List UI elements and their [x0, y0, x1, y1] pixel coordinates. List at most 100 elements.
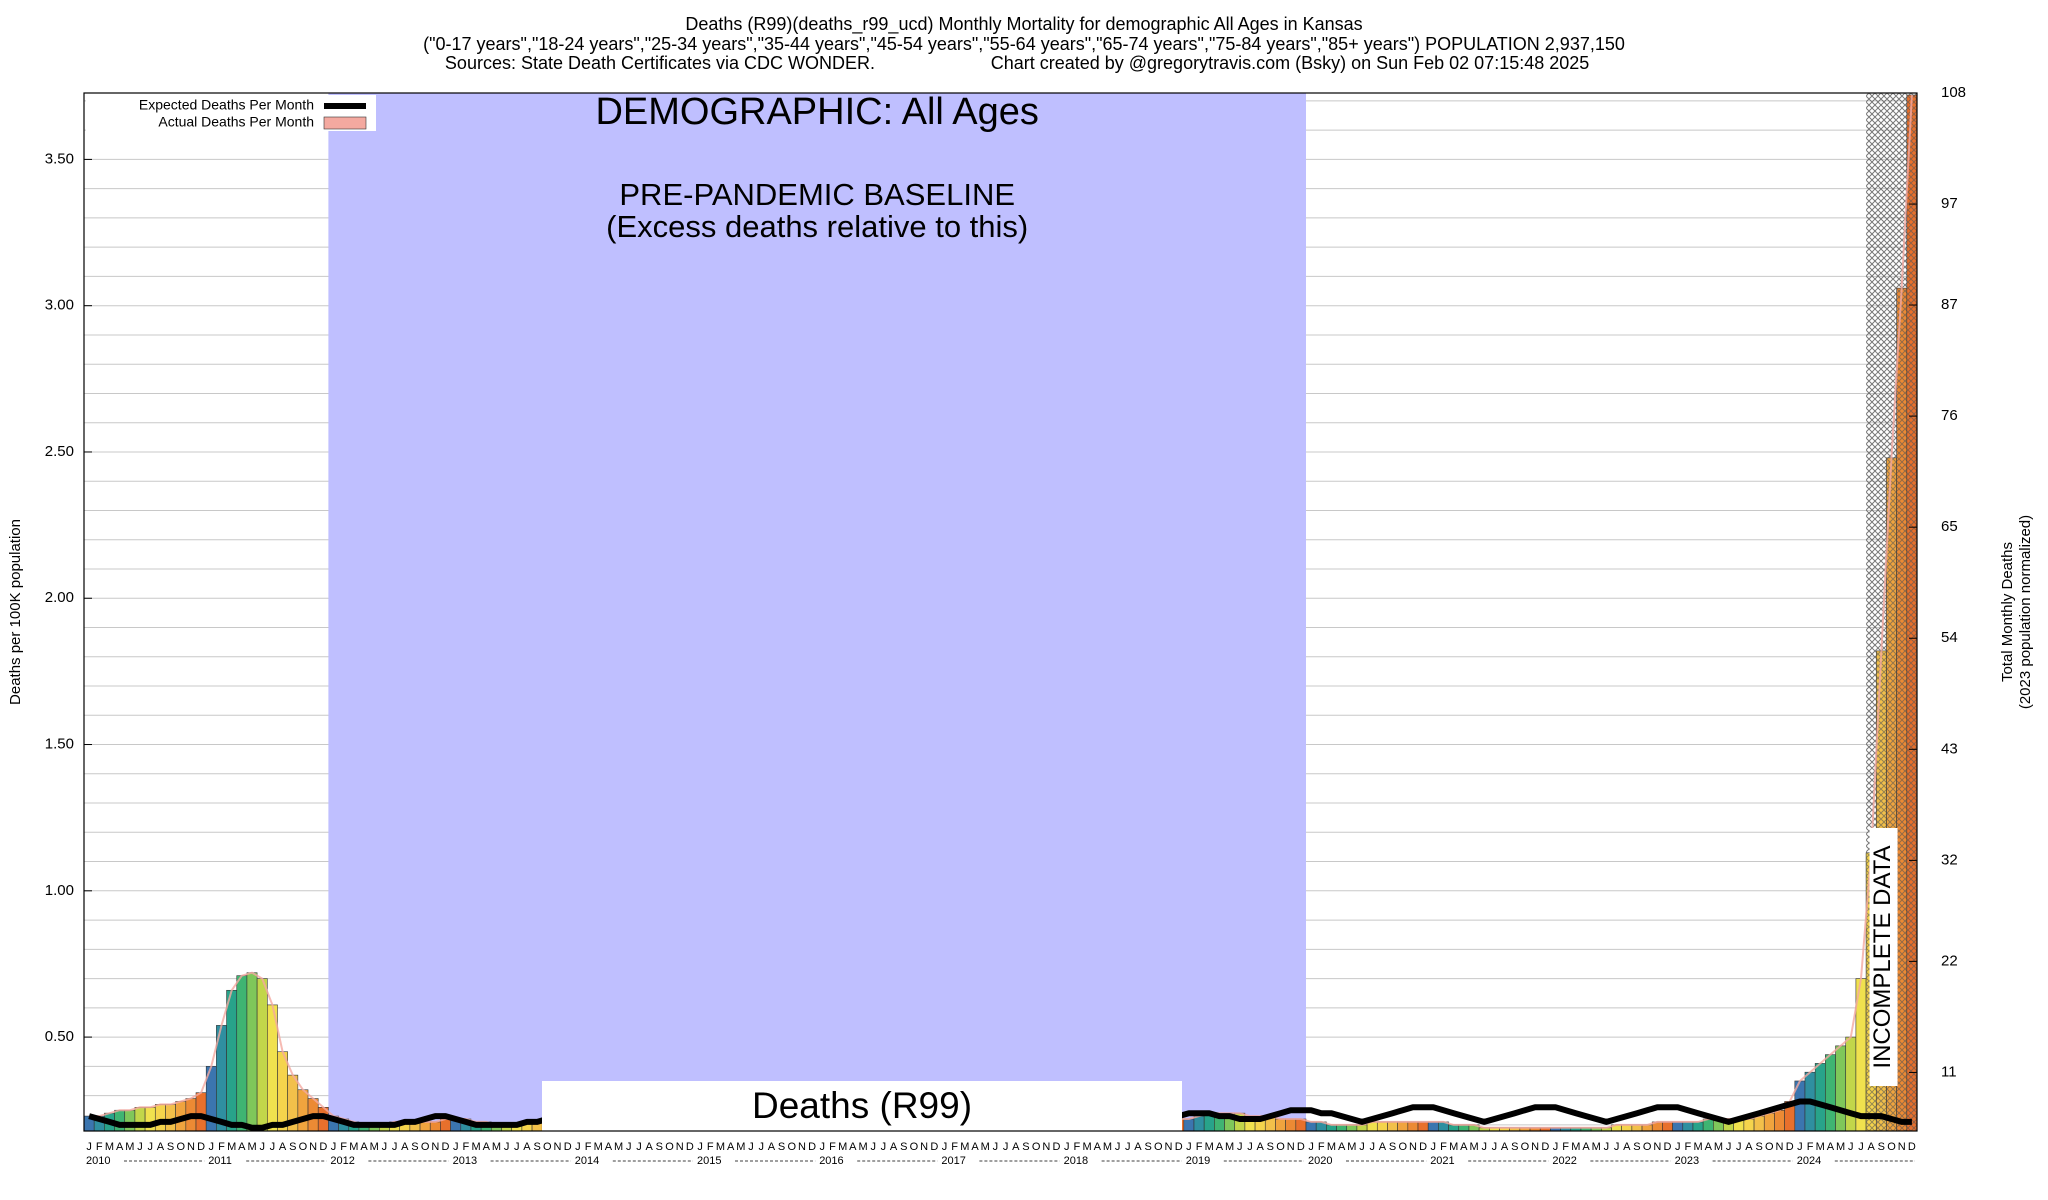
y2-tick-label: 108 [1941, 84, 1966, 101]
bar [226, 989, 238, 1132]
x-tick-label: M [349, 1141, 358, 1153]
x-tick-label: A [1379, 1141, 1387, 1153]
x-tick-label: N [1409, 1141, 1417, 1153]
x-tick-label: O [543, 1141, 552, 1153]
x-tick-label: J [137, 1141, 143, 1153]
x-tick-label: O [910, 1141, 919, 1153]
x-tick-label: D [1297, 1141, 1305, 1153]
bar [246, 972, 258, 1132]
bar [1753, 1115, 1765, 1132]
legend-label: Expected Deaths Per Month [139, 97, 314, 113]
x-tick-label: M [594, 1141, 603, 1153]
x-tick-label: J [1553, 1141, 1559, 1153]
x-tick-label: J [453, 1141, 459, 1153]
x-tick-label: M [1592, 1141, 1601, 1153]
x-tick-label: F [1196, 1141, 1203, 1153]
x-tick-label: S [1144, 1141, 1151, 1153]
x-tick-label: D [319, 1141, 327, 1153]
demographic-label: DEMOGRAPHIC: All Ages [595, 91, 1038, 133]
incomplete-hatch [1896, 93, 1907, 289]
x-tick-label: J [1186, 1141, 1192, 1153]
x-tick-label: A [523, 1141, 531, 1153]
x-tick-label: A [1012, 1141, 1020, 1153]
bar [1417, 1121, 1429, 1132]
x-tick-label: O [176, 1141, 185, 1153]
x-tick-label: M [1082, 1141, 1091, 1153]
bar [1183, 1118, 1195, 1132]
x-tick-label: M [1571, 1141, 1580, 1153]
bar [256, 978, 268, 1132]
bar [429, 1121, 441, 1132]
bar [1672, 1121, 1684, 1132]
year-label: 2021 [1430, 1155, 1454, 1167]
x-tick-label: A [1745, 1141, 1753, 1153]
x-tick-label: O [1276, 1141, 1285, 1153]
x-tick-label: D [1053, 1141, 1061, 1153]
x-tick-label: J [1125, 1141, 1131, 1153]
x-tick-label: M [1836, 1141, 1845, 1153]
x-tick-label: J [1675, 1141, 1681, 1153]
x-tick-label: O [1643, 1141, 1652, 1153]
bar [1285, 1118, 1297, 1132]
bar [1376, 1121, 1388, 1132]
x-tick-label: J [392, 1141, 398, 1153]
x-tick-label: J [636, 1141, 642, 1153]
x-tick-label: A [157, 1141, 165, 1153]
bar [236, 975, 248, 1132]
bar [1305, 1121, 1317, 1132]
baseline-region [328, 93, 1306, 1131]
x-tick-label: M [1449, 1141, 1458, 1153]
x-tick-label: A [360, 1141, 368, 1153]
x-tick-label: A [605, 1141, 613, 1153]
bar [1743, 1118, 1755, 1132]
x-tick-label: F [1440, 1141, 1447, 1153]
x-tick-label: M [736, 1141, 745, 1153]
x-tick-label: J [1736, 1141, 1742, 1153]
x-tick-label: N [676, 1141, 684, 1153]
x-tick-label: A [401, 1141, 409, 1153]
year-label: 2010 [86, 1155, 110, 1167]
bar [1814, 1063, 1826, 1132]
x-tick-label: N [1898, 1141, 1906, 1153]
x-tick-label: D [1786, 1141, 1794, 1153]
y2-tick-label: 54 [1941, 629, 1958, 646]
bar [277, 1051, 288, 1132]
x-tick-label: J [1003, 1141, 1009, 1153]
x-tick-label: N [1776, 1141, 1784, 1153]
y2-axis-sublabel: (2023 population normalized) [2017, 515, 2034, 709]
x-tick-label: J [1308, 1141, 1314, 1153]
year-label: 2022 [1552, 1155, 1576, 1167]
x-tick-label: M [1205, 1141, 1214, 1153]
x-tick-label: O [421, 1141, 430, 1153]
x-tick-label: J [1726, 1141, 1732, 1153]
x-tick-label: M [981, 1141, 990, 1153]
x-tick-label: S [167, 1141, 174, 1153]
x-tick-label: A [1705, 1141, 1713, 1153]
x-tick-label: F [951, 1141, 958, 1153]
x-tick-label: M [227, 1141, 236, 1153]
x-tick-label: M [1714, 1141, 1723, 1153]
x-tick-label: D [808, 1141, 816, 1153]
x-tick-label: M [1225, 1141, 1234, 1153]
x-tick-label: J [993, 1141, 999, 1153]
legend-label: Actual Deaths Per Month [158, 114, 314, 130]
x-tick-label: J [626, 1141, 632, 1153]
y-tick-label: 1.50 [45, 735, 74, 752]
x-tick-label: S [900, 1141, 907, 1153]
x-tick-label: S [533, 1141, 540, 1153]
x-tick-label: J [504, 1141, 510, 1153]
bar [154, 1104, 166, 1132]
legend-swatch [323, 116, 367, 130]
source: Sources: State Death Certificates via CD… [445, 53, 875, 73]
x-tick-label: D [1175, 1141, 1183, 1153]
x-tick-label: N [798, 1141, 806, 1153]
year-label: 2015 [697, 1155, 721, 1167]
x-tick-label: S [778, 1141, 785, 1153]
bar [195, 1092, 207, 1132]
x-tick-label: A [1094, 1141, 1102, 1153]
x-tick-label: F [829, 1141, 836, 1153]
x-tick-label: J [1614, 1141, 1620, 1153]
x-tick-label: M [1103, 1141, 1112, 1153]
x-tick-label: F [463, 1141, 470, 1153]
